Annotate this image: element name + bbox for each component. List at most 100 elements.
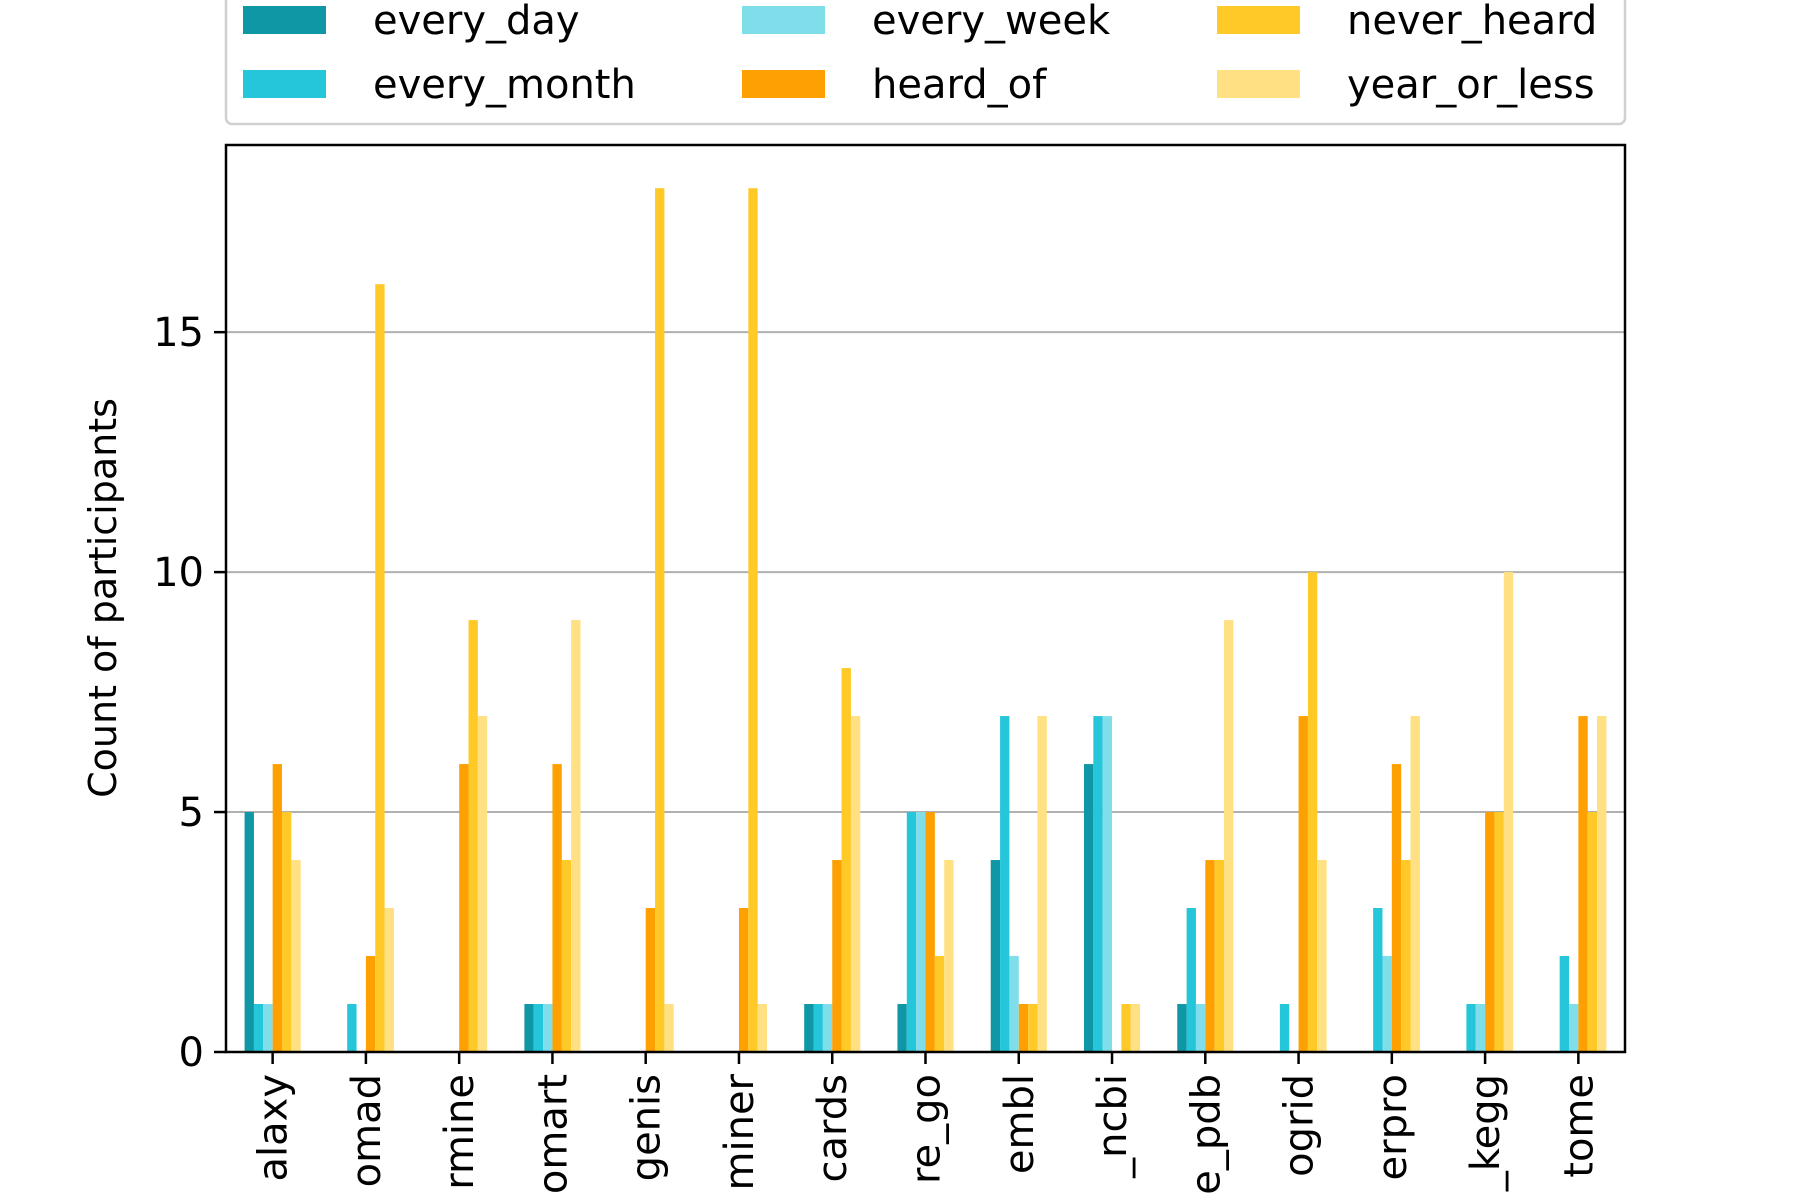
bar-every_day bbox=[990, 860, 1001, 1052]
bar-heard_of bbox=[925, 812, 935, 1052]
bar-year_or_less bbox=[850, 716, 861, 1052]
bar-heard_of bbox=[552, 764, 562, 1052]
legend-label-every_week: every_week bbox=[872, 0, 1111, 44]
bar-never_heard bbox=[1028, 1004, 1038, 1052]
legend-swatch-never_heard bbox=[1217, 6, 1300, 34]
y-tick-label: 10 bbox=[153, 550, 204, 596]
x-axis-ticks: alaxy omad rmine omart genis miner cards re_go e… bbox=[251, 1052, 1602, 1195]
legend-label-every_month: every_month bbox=[373, 62, 636, 108]
bars bbox=[244, 188, 1607, 1052]
bar-year_or_less bbox=[1503, 572, 1514, 1052]
bar-year_or_less bbox=[1224, 620, 1234, 1052]
bar-every_month bbox=[1093, 716, 1103, 1052]
bar-every_week bbox=[822, 1004, 833, 1052]
x-tick-label: e_pdb bbox=[1183, 1074, 1229, 1195]
bar-never_heard bbox=[468, 620, 478, 1052]
bar-never_heard bbox=[561, 860, 572, 1052]
x-tick-label: _ncbi bbox=[1090, 1074, 1136, 1179]
bar-every_month bbox=[906, 812, 917, 1052]
bar-never_heard bbox=[1307, 572, 1318, 1052]
bar-every_week bbox=[263, 1004, 273, 1052]
bar-heard_of bbox=[1018, 1004, 1029, 1052]
bar-year_or_less bbox=[1037, 716, 1047, 1052]
legend-swatch-every_week bbox=[742, 6, 825, 34]
bar-heard_of bbox=[1391, 764, 1402, 1052]
bar-never_heard bbox=[655, 188, 665, 1052]
bar-every_week bbox=[1569, 1004, 1579, 1052]
bar-every_week bbox=[1195, 1004, 1206, 1052]
bar-every_month bbox=[1186, 908, 1196, 1052]
bar-every_day bbox=[804, 1004, 814, 1052]
y-tick-label: 5 bbox=[179, 790, 204, 836]
bar-every_week bbox=[543, 1004, 553, 1052]
bar-year_or_less bbox=[384, 908, 394, 1052]
bar-never_heard bbox=[281, 812, 292, 1052]
bar-heard_of bbox=[1298, 716, 1308, 1052]
bar-heard_of bbox=[832, 860, 842, 1052]
bar-every_month bbox=[533, 1004, 544, 1052]
bar-never_heard bbox=[748, 188, 758, 1052]
bar-every_month bbox=[1466, 1004, 1476, 1052]
bar-every_week bbox=[1102, 716, 1113, 1052]
bar-heard_of bbox=[365, 956, 376, 1052]
bar-every_month bbox=[1279, 1004, 1290, 1052]
bar-never_heard bbox=[1587, 812, 1598, 1052]
bar-every_day bbox=[1083, 764, 1094, 1052]
legend-label-year_or_less: year_or_less bbox=[1347, 62, 1595, 108]
bar-year_or_less bbox=[1410, 716, 1420, 1052]
bar-year_or_less bbox=[664, 1004, 674, 1052]
legend-swatch-every_month bbox=[243, 70, 326, 98]
bar-year_or_less bbox=[757, 1004, 768, 1052]
bar-every_month bbox=[347, 1004, 357, 1052]
bar-heard_of bbox=[272, 764, 282, 1052]
legend-label-heard_of: heard_of bbox=[872, 62, 1047, 108]
bar-year_or_less bbox=[571, 620, 581, 1052]
y-tick-label: 15 bbox=[153, 310, 204, 356]
x-tick-label: ogrid bbox=[1277, 1074, 1323, 1177]
bar-never_heard bbox=[1214, 860, 1224, 1052]
x-tick-label: tome bbox=[1556, 1074, 1602, 1178]
bar-every_month bbox=[1559, 956, 1570, 1052]
x-tick-label: genis bbox=[624, 1074, 670, 1181]
bar-never_heard bbox=[375, 284, 385, 1052]
bar-heard_of bbox=[459, 764, 469, 1052]
x-tick-label: erpro bbox=[1370, 1074, 1416, 1180]
bar-every_week bbox=[1009, 956, 1019, 1052]
legend-swatch-every_day bbox=[243, 6, 326, 34]
bar-every_month bbox=[1000, 716, 1010, 1052]
bar-never_heard bbox=[1494, 812, 1504, 1052]
bar-every_week bbox=[916, 812, 926, 1052]
bar-every_month bbox=[253, 1004, 264, 1052]
x-tick-label: miner bbox=[717, 1073, 763, 1190]
legend-label-never_heard: never_heard bbox=[1347, 0, 1597, 44]
legend-swatch-heard_of bbox=[742, 70, 825, 98]
bar-never_heard bbox=[1401, 860, 1411, 1052]
bar-every_day bbox=[1177, 1004, 1187, 1052]
x-tick-label: cards bbox=[810, 1074, 856, 1182]
x-tick-label: re_go bbox=[904, 1074, 950, 1184]
legend: every_day every_month every_week heard_of ne… bbox=[224, 0, 1627, 126]
legend-swatch-year_or_less bbox=[1217, 70, 1300, 98]
bar-year_or_less bbox=[1317, 860, 1327, 1052]
bar-heard_of bbox=[1578, 716, 1588, 1052]
bar-every_month bbox=[1373, 908, 1383, 1052]
bar-heard_of bbox=[1205, 860, 1215, 1052]
y-axis-ticks: 0 5 10 15 bbox=[153, 310, 226, 1076]
bar-never_heard bbox=[1121, 1004, 1131, 1052]
bar-heard_of bbox=[645, 908, 656, 1052]
bar-every_day bbox=[244, 812, 254, 1052]
bar-every_month bbox=[813, 1004, 823, 1052]
bar-heard_of bbox=[738, 908, 749, 1052]
bar-year_or_less bbox=[1130, 1004, 1141, 1052]
bar-year_or_less bbox=[477, 716, 488, 1052]
bar-year_or_less bbox=[291, 860, 301, 1052]
x-tick-label: _kegg bbox=[1463, 1074, 1509, 1192]
legend-label-every_day: every_day bbox=[373, 0, 580, 44]
bar-every_week bbox=[1382, 956, 1392, 1052]
bar-never_heard bbox=[934, 956, 945, 1052]
x-tick-label: omart bbox=[530, 1074, 576, 1194]
x-tick-label: omad bbox=[344, 1074, 390, 1187]
bar-every_day bbox=[524, 1004, 534, 1052]
bar-heard_of bbox=[1485, 812, 1495, 1052]
